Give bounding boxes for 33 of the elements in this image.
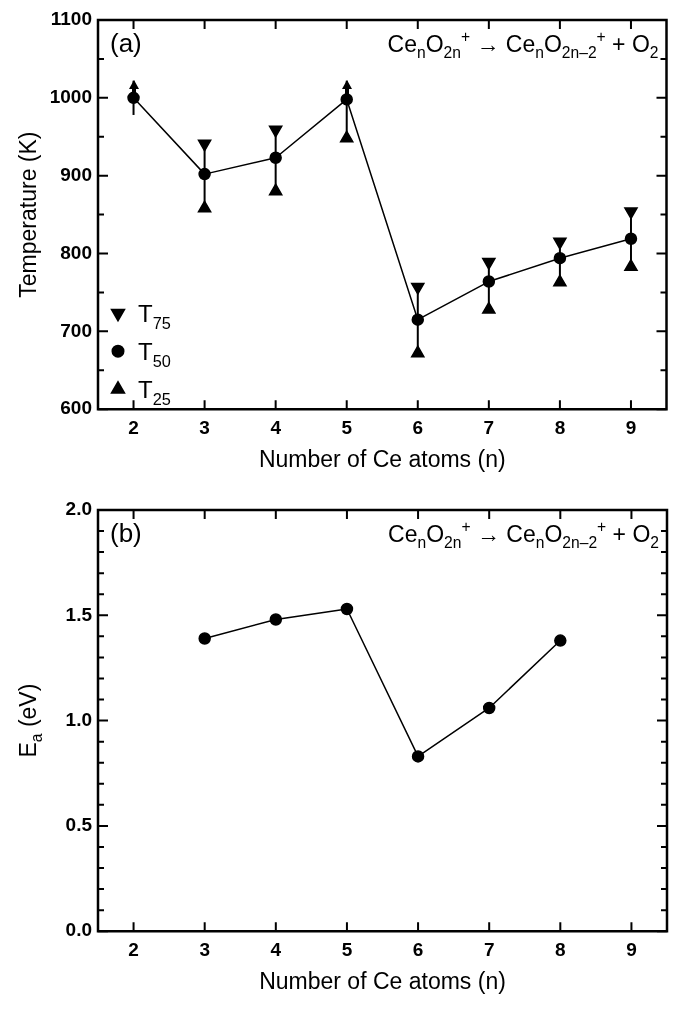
- x-tick-label: 5: [341, 938, 353, 960]
- x-tick-label: 7: [483, 938, 495, 960]
- x-tick-label: 6: [412, 938, 424, 960]
- x-tick-label: 8: [555, 938, 566, 960]
- x-tick-label: 3: [199, 416, 210, 438]
- x-tick-label: 7: [483, 416, 495, 438]
- y-tick-label: 700: [60, 319, 92, 341]
- x-tick-label: 6: [412, 416, 424, 438]
- x-tick-label: 5: [341, 416, 353, 438]
- x-tick-label: 2: [128, 938, 139, 960]
- x-tick-label: 3: [199, 938, 210, 960]
- annotation: (a): [110, 28, 142, 58]
- y-tick-label: 800: [60, 241, 92, 263]
- y-axis-title: Ea (eV): [15, 683, 46, 758]
- y-tick-label: 0.0: [65, 919, 92, 941]
- x-tick-label: 9: [626, 938, 637, 960]
- x-axis-title: Number of Ce atoms (n): [259, 968, 506, 995]
- x-tick-label: 2: [128, 416, 139, 438]
- y-tick-label: 1.5: [65, 603, 93, 625]
- x-tick-label: 4: [270, 416, 282, 438]
- y-tick-label: 2.0: [65, 498, 92, 520]
- x-tick-label: 9: [625, 416, 637, 438]
- x-tick-label: 4: [270, 938, 282, 960]
- x-axis-title: Number of Ce atoms (n): [258, 446, 506, 473]
- x-tick-label: 8: [554, 416, 566, 438]
- annotation: (b): [110, 518, 142, 548]
- y-tick-label: 1000: [49, 86, 92, 108]
- y-tick-label: 600: [60, 397, 92, 419]
- y-tick-label: 1.0: [65, 708, 92, 730]
- y-tick-label: 900: [60, 163, 92, 185]
- y-axis-title: Temperature (K): [15, 131, 41, 298]
- y-tick-label: 1100: [50, 8, 92, 30]
- y-tick-label: 0.5: [65, 814, 93, 836]
